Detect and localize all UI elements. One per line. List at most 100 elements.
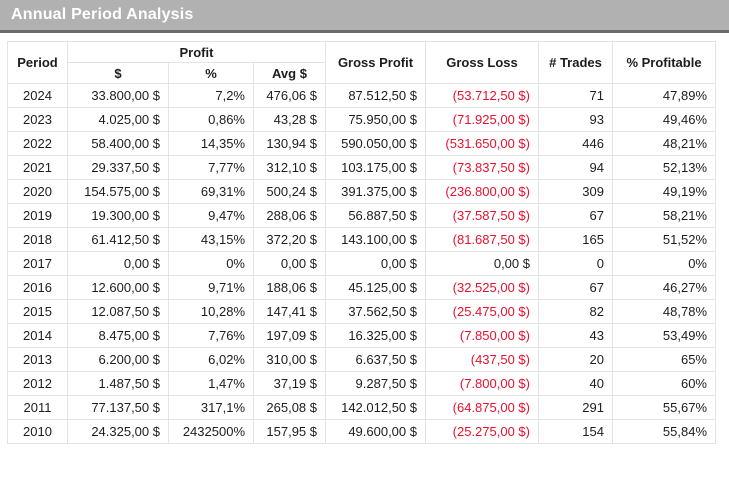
cell-gross-loss: (32.525,00 $): [425, 275, 539, 300]
cell-profit-pct: 14,35%: [168, 131, 254, 156]
table-row: 2016 12.600,00 $ 9,71% 188,06 $ 45.125,0…: [7, 275, 716, 300]
cell-profit-pct: 9,47%: [168, 203, 254, 228]
cell-period: 2020: [7, 179, 68, 204]
cell-gross-profit: 49.600,00 $: [325, 419, 426, 444]
table-row: 2021 29.337,50 $ 7,77% 312,10 $ 103.175,…: [7, 155, 716, 180]
cell-profit-pct: 7,2%: [168, 83, 254, 108]
header-profit-group: Profit: [67, 41, 326, 63]
cell-profit-dollar: 12.087,50 $: [67, 299, 169, 324]
cell-trades: 165: [538, 227, 613, 252]
header-gross-loss: Gross Loss: [425, 41, 539, 84]
cell-profit-avg: 130,94 $: [253, 131, 326, 156]
cell-trades: 291: [538, 395, 613, 420]
cell-profit-dollar: 12.600,00 $: [67, 275, 169, 300]
cell-profit-pct: 7,76%: [168, 323, 254, 348]
cell-trades: 67: [538, 203, 613, 228]
cell-profit-pct: 2432500%: [168, 419, 254, 444]
cell-profit-pct: 317,1%: [168, 395, 254, 420]
cell-profit-dollar: 24.325,00 $: [67, 419, 169, 444]
cell-profit-pct: 43,15%: [168, 227, 254, 252]
header-gross-profit: Gross Profit: [325, 41, 426, 84]
cell-gross-profit: 9.287,50 $: [325, 371, 426, 396]
cell-profit-pct: 69,31%: [168, 179, 254, 204]
cell-pct-profitable: 47,89%: [612, 83, 716, 108]
cell-period: 2018: [7, 227, 68, 252]
cell-profit-avg: 372,20 $: [253, 227, 326, 252]
analysis-table-container: Period Profit Gross Profit Gross Loss # …: [7, 41, 729, 444]
cell-gross-loss: (236.800,00 $): [425, 179, 539, 204]
cell-profit-dollar: 19.300,00 $: [67, 203, 169, 228]
cell-period: 2021: [7, 155, 68, 180]
cell-gross-loss: (25.475,00 $): [425, 299, 539, 324]
cell-pct-profitable: 51,52%: [612, 227, 716, 252]
cell-profit-avg: 147,41 $: [253, 299, 326, 324]
cell-gross-profit: 142.012,50 $: [325, 395, 426, 420]
cell-trades: 154: [538, 419, 613, 444]
cell-trades: 43: [538, 323, 613, 348]
table-row: 2023 4.025,00 $ 0,86% 43,28 $ 75.950,00 …: [7, 107, 716, 132]
cell-profit-avg: 0,00 $: [253, 251, 326, 276]
cell-profit-avg: 310,00 $: [253, 347, 326, 372]
cell-gross-loss: (25.275,00 $): [425, 419, 539, 444]
cell-profit-pct: 6,02%: [168, 347, 254, 372]
panel-titlebar: Annual Period Analysis: [0, 0, 729, 33]
cell-profit-avg: 197,09 $: [253, 323, 326, 348]
cell-pct-profitable: 58,21%: [612, 203, 716, 228]
cell-pct-profitable: 55,84%: [612, 419, 716, 444]
cell-period: 2024: [7, 83, 68, 108]
cell-gross-loss: (73.837,50 $): [425, 155, 539, 180]
cell-period: 2019: [7, 203, 68, 228]
cell-trades: 82: [538, 299, 613, 324]
cell-gross-profit: 37.562,50 $: [325, 299, 426, 324]
header-profit-pct: %: [168, 62, 254, 84]
cell-period: 2013: [7, 347, 68, 372]
cell-profit-dollar: 8.475,00 $: [67, 323, 169, 348]
cell-profit-dollar: 77.137,50 $: [67, 395, 169, 420]
cell-profit-dollar: 1.487,50 $: [67, 371, 169, 396]
cell-pct-profitable: 46,27%: [612, 275, 716, 300]
cell-pct-profitable: 60%: [612, 371, 716, 396]
cell-gross-loss: (437,50 $): [425, 347, 539, 372]
cell-trades: 71: [538, 83, 613, 108]
cell-profit-avg: 188,06 $: [253, 275, 326, 300]
cell-gross-profit: 103.175,00 $: [325, 155, 426, 180]
table-row: 2017 0,00 $ 0% 0,00 $ 0,00 $ 0,00 $ 0 0%: [7, 251, 716, 276]
table-row: 2020 154.575,00 $ 69,31% 500,24 $ 391.37…: [7, 179, 716, 204]
cell-period: 2016: [7, 275, 68, 300]
table-row: 2013 6.200,00 $ 6,02% 310,00 $ 6.637,50 …: [7, 347, 716, 372]
cell-pct-profitable: 52,13%: [612, 155, 716, 180]
cell-gross-loss: (64.875,00 $): [425, 395, 539, 420]
cell-profit-avg: 476,06 $: [253, 83, 326, 108]
cell-period: 2017: [7, 251, 68, 276]
cell-profit-avg: 43,28 $: [253, 107, 326, 132]
table-row: 2018 61.412,50 $ 43,15% 372,20 $ 143.100…: [7, 227, 716, 252]
cell-profit-pct: 10,28%: [168, 299, 254, 324]
cell-gross-loss: (37.587,50 $): [425, 203, 539, 228]
cell-gross-profit: 391.375,00 $: [325, 179, 426, 204]
cell-profit-dollar: 6.200,00 $: [67, 347, 169, 372]
cell-gross-profit: 590.050,00 $: [325, 131, 426, 156]
header-row-group: Period Profit Gross Profit Gross Loss # …: [7, 41, 716, 84]
cell-profit-dollar: 154.575,00 $: [67, 179, 169, 204]
cell-period: 2015: [7, 299, 68, 324]
cell-profit-dollar: 0,00 $: [67, 251, 169, 276]
header-pct-profitable: % Profitable: [612, 41, 716, 84]
cell-pct-profitable: 55,67%: [612, 395, 716, 420]
cell-profit-avg: 265,08 $: [253, 395, 326, 420]
cell-profit-dollar: 33.800,00 $: [67, 83, 169, 108]
cell-gross-loss: (81.687,50 $): [425, 227, 539, 252]
table-row: 2012 1.487,50 $ 1,47% 37,19 $ 9.287,50 $…: [7, 371, 716, 396]
cell-profit-pct: 1,47%: [168, 371, 254, 396]
header-profit-dollar: $: [67, 62, 169, 84]
cell-profit-avg: 157,95 $: [253, 419, 326, 444]
cell-profit-avg: 288,06 $: [253, 203, 326, 228]
cell-period: 2010: [7, 419, 68, 444]
cell-period: 2011: [7, 395, 68, 420]
cell-trades: 446: [538, 131, 613, 156]
cell-pct-profitable: 0%: [612, 251, 716, 276]
cell-pct-profitable: 49,46%: [612, 107, 716, 132]
annual-period-table: Period Profit Gross Profit Gross Loss # …: [7, 41, 716, 444]
cell-gross-profit: 16.325,00 $: [325, 323, 426, 348]
cell-gross-profit: 75.950,00 $: [325, 107, 426, 132]
cell-pct-profitable: 65%: [612, 347, 716, 372]
